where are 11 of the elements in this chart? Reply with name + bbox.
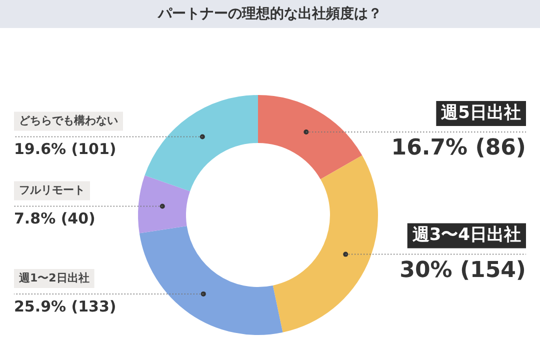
slice-label: 週1〜2日出社 (18, 271, 90, 284)
data-label: 25.9% (133) (14, 297, 116, 316)
data-label: 16.7% (86) (391, 136, 526, 161)
slice-label: 週5日出社 (440, 102, 522, 123)
data-label: 30% (154) (400, 258, 526, 284)
slice-label: フルリモート (19, 184, 85, 197)
data-label: 7.8% (40) (14, 210, 96, 228)
data-label: 19.6% (101) (14, 140, 116, 158)
chart-title: パートナーの理想的な出社頻度は？ (0, 0, 540, 28)
slice-label: 週3〜4日出社 (411, 225, 522, 246)
slice-label: どちらでも構わない (19, 114, 118, 128)
